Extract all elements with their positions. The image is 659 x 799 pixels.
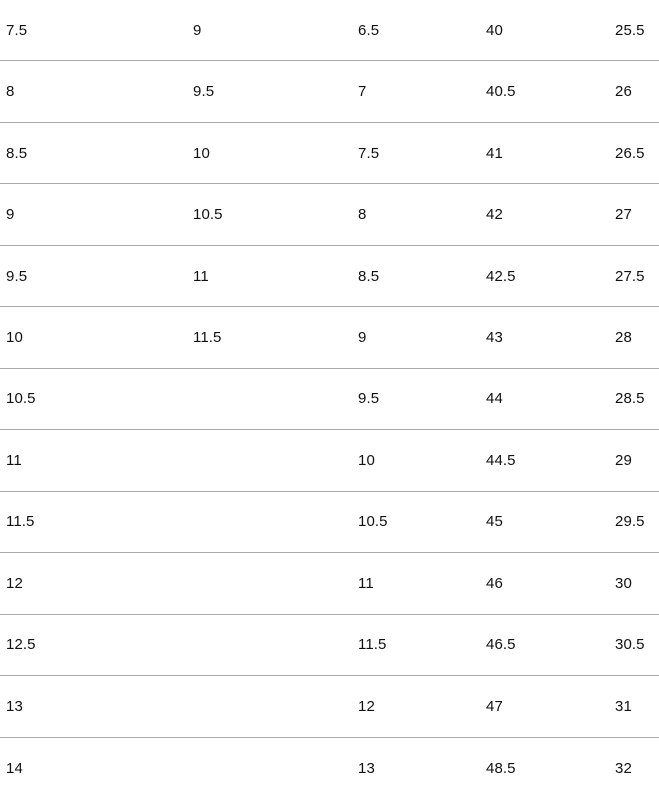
table-cell: 46 <box>486 574 503 592</box>
table-row: 8 9.5 7 40.5 26 <box>0 61 659 123</box>
table-row: 12.5 11.5 46.5 30.5 <box>0 615 659 677</box>
table-row: 8.5 10 7.5 41 26.5 <box>0 123 659 185</box>
table-cell: 10 <box>6 329 23 347</box>
table-cell: 11.5 <box>6 513 35 531</box>
table-cell: 32 <box>615 759 632 777</box>
table-cell: 30 <box>615 574 632 592</box>
table-cell: 26.5 <box>615 144 645 162</box>
table-cell: 9 <box>193 21 202 39</box>
table-cell: 42 <box>486 206 503 224</box>
table-row: 7.5 9 6.5 40 25.5 <box>0 0 659 62</box>
table-cell: 7.5 <box>358 144 380 162</box>
table-cell: 9.5 <box>358 390 380 408</box>
table-cell: 13 <box>358 759 375 777</box>
table-cell: 10.5 <box>358 513 388 531</box>
table-cell: 10 <box>358 451 375 469</box>
table-cell: 9.5 <box>6 267 28 285</box>
table-row: 9.5 11 8.5 42.5 27.5 <box>0 246 659 308</box>
table-cell: 45 <box>486 513 503 531</box>
table-cell: 9.5 <box>193 83 215 101</box>
table-cell: 6.5 <box>358 21 380 39</box>
table-cell: 12.5 <box>6 636 36 654</box>
table-cell: 8.5 <box>358 267 380 285</box>
table-cell: 8 <box>6 83 15 101</box>
table-cell: 8.5 <box>6 144 28 162</box>
table-cell: 10 <box>193 144 210 162</box>
table-row: 10 11.5 9 43 28 <box>0 307 659 369</box>
table-row: 13 12 47 31 <box>0 676 659 738</box>
table-cell: 9 <box>6 206 15 224</box>
table-cell: 42.5 <box>486 267 516 285</box>
table-cell: 44 <box>486 390 503 408</box>
table-cell: 14 <box>6 759 23 777</box>
table-row: 9 10.5 8 42 27 <box>0 184 659 246</box>
table-cell: 41 <box>486 144 503 162</box>
table-cell: 48.5 <box>486 759 516 777</box>
table-cell: 30.5 <box>615 636 645 654</box>
table-row: 14 13 48.5 32 <box>0 738 659 799</box>
table-row: 10.5 9.5 44 28.5 <box>0 369 659 431</box>
table-cell: 40 <box>486 21 503 39</box>
table-cell: 26 <box>615 83 632 101</box>
table-row: 11.5 10.5 45 29.5 <box>0 492 659 554</box>
table-cell: 44.5 <box>486 451 516 469</box>
table-cell: 40.5 <box>486 83 516 101</box>
table-cell: 10.5 <box>193 206 223 224</box>
table-cell: 7.5 <box>6 21 28 39</box>
table-cell: 13 <box>6 697 23 715</box>
table-row: 12 11 46 30 <box>0 553 659 615</box>
table-cell: 7 <box>358 83 367 101</box>
table-cell: 11 <box>6 451 22 469</box>
table-cell: 11.5 <box>358 636 387 654</box>
table-cell: 29 <box>615 451 632 469</box>
table-cell: 8 <box>358 206 367 224</box>
table-cell: 28.5 <box>615 390 645 408</box>
table-cell: 27.5 <box>615 267 645 285</box>
table-cell: 11 <box>193 267 209 285</box>
table-cell: 31 <box>615 697 632 715</box>
table-cell: 46.5 <box>486 636 516 654</box>
table-cell: 10.5 <box>6 390 36 408</box>
table-cell: 11 <box>358 574 374 592</box>
table-cell: 12 <box>6 574 23 592</box>
table-row: 11 10 44.5 29 <box>0 430 659 492</box>
table-cell: 28 <box>615 329 632 347</box>
table-cell: 29.5 <box>615 513 645 531</box>
table-cell: 9 <box>358 329 367 347</box>
table-cell: 27 <box>615 206 632 224</box>
table-cell: 11.5 <box>193 329 222 347</box>
table-cell: 12 <box>358 697 375 715</box>
table-cell: 43 <box>486 329 503 347</box>
table-cell: 47 <box>486 697 503 715</box>
table-cell: 25.5 <box>615 21 645 39</box>
